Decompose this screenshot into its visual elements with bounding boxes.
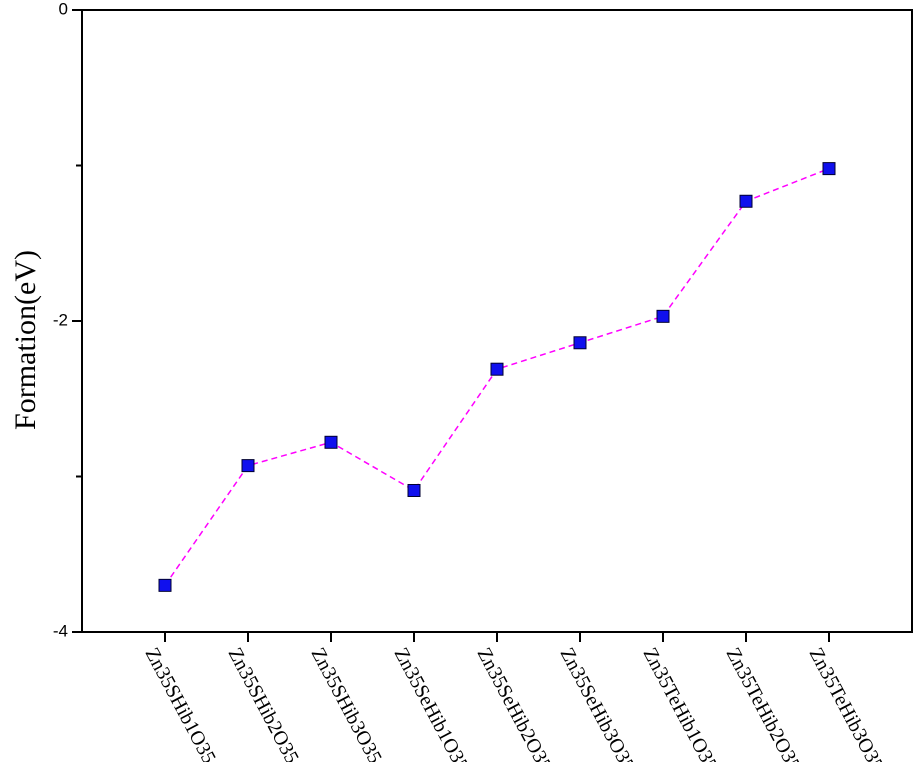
marker [158,578,172,592]
x-tick-label: Zn35SeHib1O35a1 [390,644,482,762]
y-axis-label: Formation(eV) [9,250,42,430]
x-tick-label: Zn35SeHib3O35a1 [556,644,648,762]
marker [324,435,338,449]
x-tick-label: Zn35SHib1O35a1 [141,644,229,762]
x-tick-label: Zn35SHib2O35a1 [224,644,312,762]
marker [241,459,255,473]
marker [822,162,836,176]
y-tick-label: -2 [53,310,68,329]
plot-frame [81,9,913,633]
y-tick-label: 0 [59,0,68,18]
x-tick-label: Zn35SeHib2O35a1 [473,644,565,762]
marker [573,336,587,350]
y-tick-label: -4 [53,621,68,640]
marker [407,483,421,497]
marker [490,362,504,376]
x-tick-label: Zn35TeHib3O35a1 [805,644,897,762]
marker [656,309,670,323]
x-tick-label: Zn35TeHib1O35a1 [639,644,731,762]
series-line [164,167,830,586]
marker [739,194,753,208]
x-tick-label: Zn35TeHib2O35a1 [722,644,814,762]
x-tick-label: Zn35SHib3O35a1 [307,644,395,762]
